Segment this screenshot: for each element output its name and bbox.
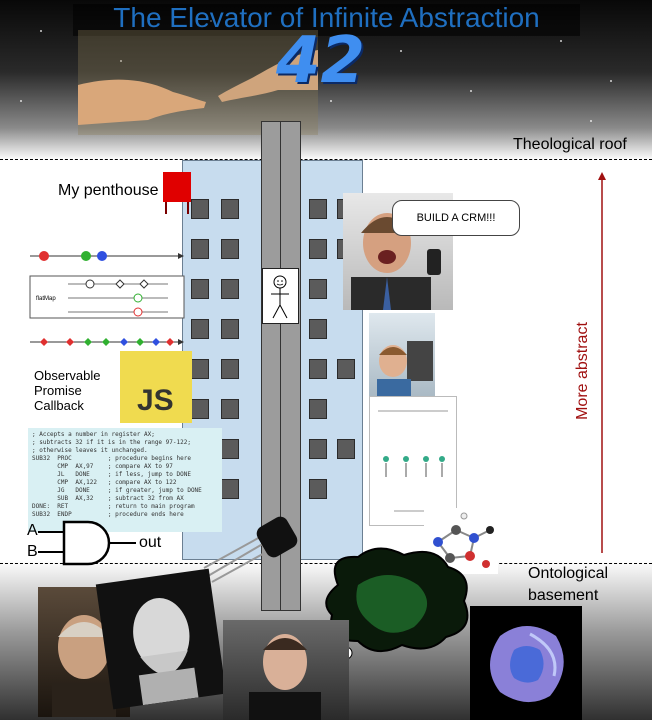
code-line: ; subtracts 32 if it is in the range 97-… [32,439,191,446]
callback-label: Callback [34,398,84,413]
window [191,239,209,259]
window [309,399,327,419]
page-title: The Elevator of Infinite Abstraction [113,2,540,33]
window [221,239,239,259]
window [191,319,209,339]
flatmap-marble-diagram: flatMap [29,251,185,346]
window [309,479,327,499]
elon-musk-photo [223,620,349,720]
more-abstract-label: More abstract [574,322,591,420]
window [337,439,355,459]
window [309,279,327,299]
and-gate-input-b: B [27,543,38,560]
window [221,279,239,299]
window [309,239,327,259]
window [191,199,209,219]
title-backdrop [73,4,580,36]
promise-label: Promise [34,383,82,398]
code-line: SUB32 PROC ; procedure begins here [32,455,191,462]
window [191,359,209,379]
42-badge: 42 [276,24,366,98]
window [309,199,327,219]
creation-hands-image [78,30,318,135]
window [221,319,239,339]
theological-roof-line [0,159,652,160]
abstract-shape-image [470,606,582,720]
window [221,399,239,419]
theological-roof-label: Theological roof [513,136,627,153]
flatmap-label: flatMap [36,296,56,302]
ontological-label-line2: basement [528,587,599,604]
observable-label: Observable [34,368,101,383]
plato-bust-photo [95,568,227,710]
code-line: CMP AX,122 ; compare AX to 122 [32,479,177,486]
elevator-cabin[interactable] [262,268,299,324]
code-line: JL DONE ; if less, jump to DONE [32,471,191,478]
window [191,279,209,299]
window [221,479,239,499]
penthouse-flag-icon [163,172,191,214]
code-line: DONE: RET ; return to main program [32,503,195,510]
window [221,439,239,459]
ontological-label-line1: Ontological [528,565,609,582]
window [309,439,327,459]
window [191,399,209,419]
code-line: ; Accepts a number in register AX; [32,431,155,438]
code-line: CMP AX,97 ; compare AX to 97 [32,463,173,470]
ontological-basement-line [0,563,652,564]
penthouse-label: My penthouse [58,182,159,199]
window [221,199,239,219]
code-line: ; otherwise leaves it unchanged. [32,447,148,454]
window [309,319,327,339]
and-gate-diagram [38,520,136,566]
elevator-shaft-divider [280,121,281,611]
window [309,359,327,379]
code-line: SUB AX,32 ; subtract 32 from AX [32,495,184,502]
code-line: JG DONE ; if greater, jump to DONE [32,487,202,494]
and-gate-output: out [139,534,162,551]
javascript-logo-text: JS [137,384,174,417]
window [337,359,355,379]
more-abstract-arrow [598,172,606,553]
assembly-code-block: ; Accepts a number in register AX;; subt… [28,428,222,532]
speech-bubble: BUILD A CRM!!! [392,200,520,236]
stick-figure-icon [271,275,289,319]
transistor-image [203,516,298,583]
code-line: SUB32 ENDP ; procedure ends here [32,511,184,518]
javascript-logo [120,351,192,423]
window [221,359,239,379]
book-cover-image [369,396,457,526]
and-gate-input-a: A [27,522,38,539]
